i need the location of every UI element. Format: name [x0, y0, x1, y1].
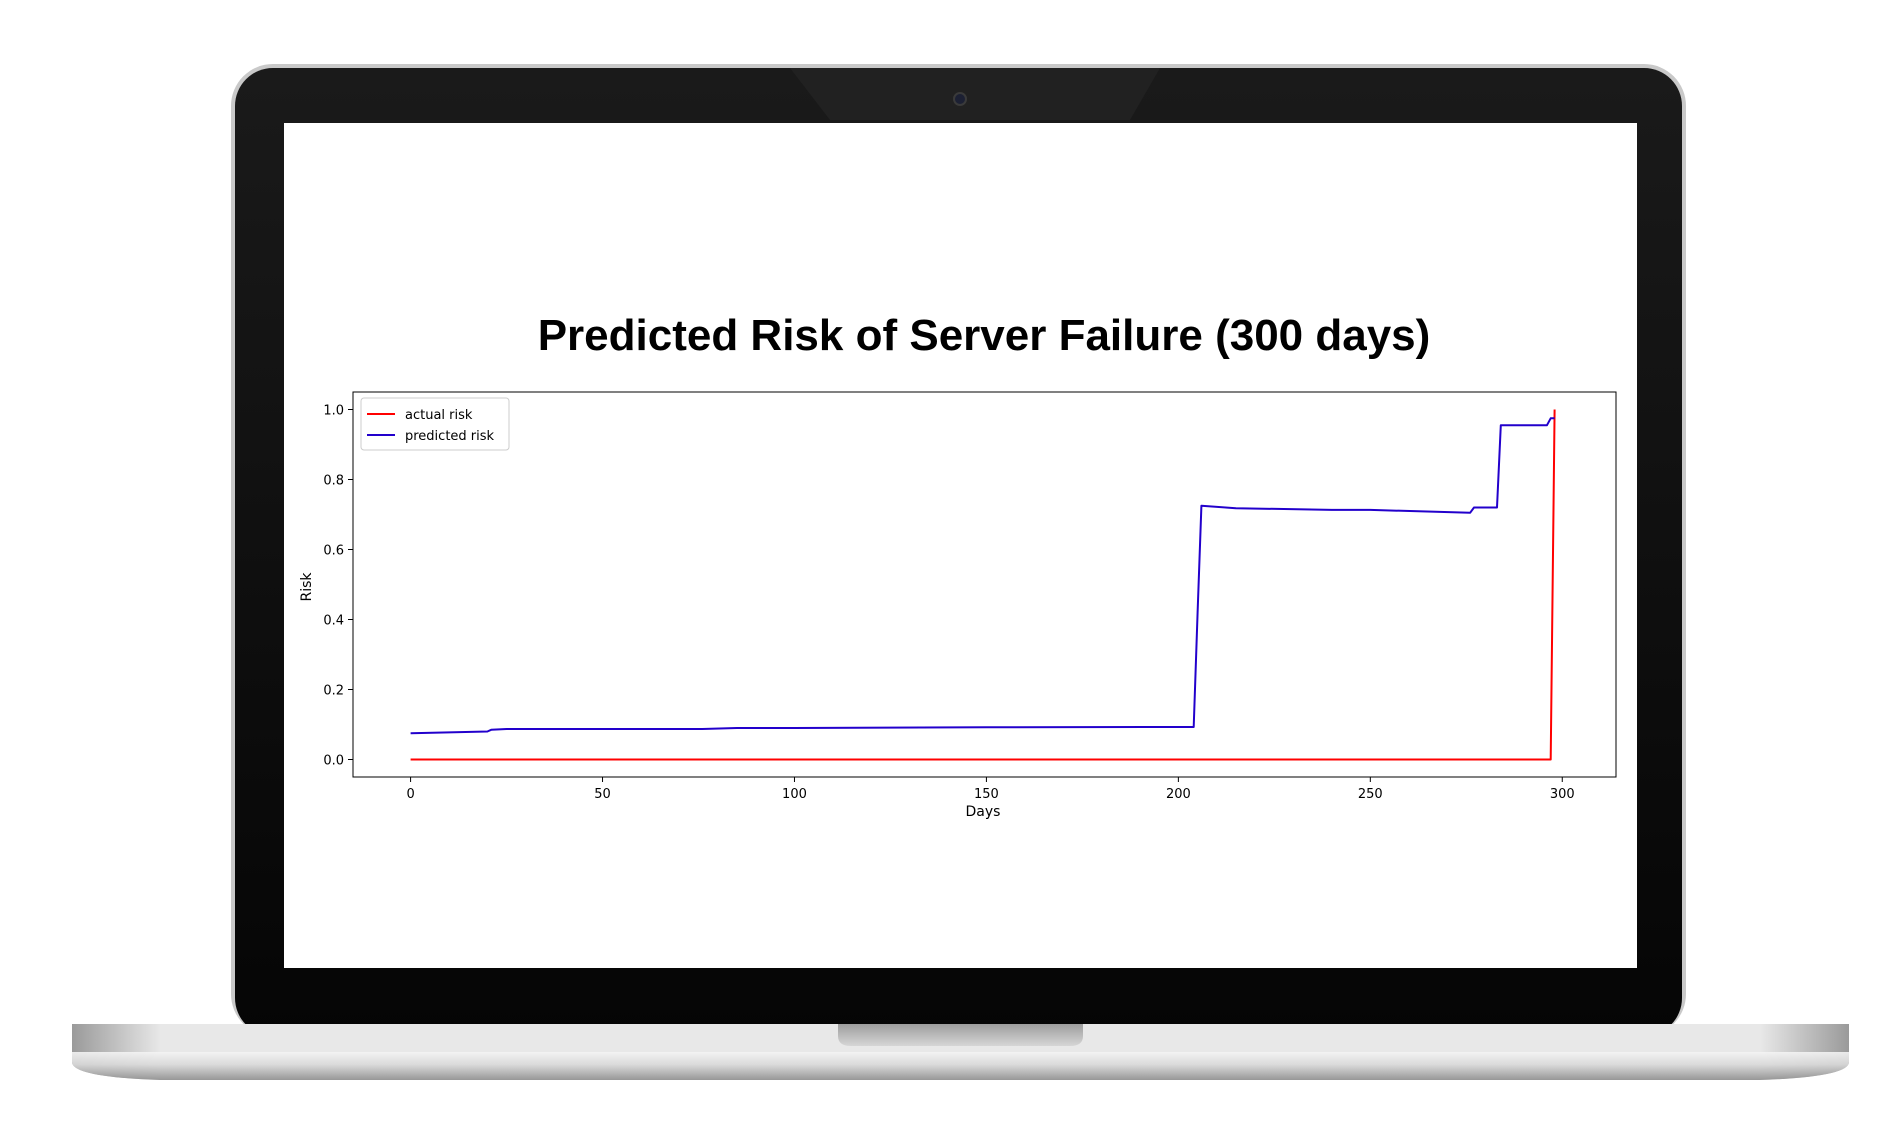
plot-frame	[352, 391, 1617, 778]
camera-icon	[953, 92, 967, 106]
y-axis-label: Risk	[299, 572, 315, 602]
trackpad-notch	[838, 1024, 1083, 1046]
legend-label: predicted risk	[405, 429, 495, 444]
x-tick-label: 0	[406, 787, 414, 802]
x-tick-label: 150	[974, 787, 999, 802]
x-tick-label: 200	[1166, 787, 1191, 802]
y-tick-label: 0.4	[323, 614, 344, 629]
y-tick-label: 0.6	[323, 544, 344, 559]
series-line-predicted-risk	[410, 417, 1555, 735]
x-tick-label: 50	[594, 787, 611, 802]
laptop-base-shade	[72, 1052, 1849, 1080]
x-axis-label: Days	[966, 804, 1001, 820]
chart-title: Predicted Risk of Server Failure (300 da…	[538, 311, 1431, 360]
x-tick-label: 250	[1358, 787, 1383, 802]
plot-area: 0 50 100 150 200 250 300 0.0 0.2 0.4 0.6 0.8 1.0	[323, 391, 1617, 802]
y-tick-label: 1.0	[323, 404, 344, 419]
legend-label: actual risk	[405, 408, 473, 423]
y-tick-label: 0.8	[323, 474, 344, 489]
series-line-actual-risk	[410, 409, 1556, 761]
legend: actual risk predicted risk	[360, 397, 510, 451]
screen	[284, 123, 1637, 968]
y-tick-label: 0.0	[323, 754, 344, 769]
legend-box	[360, 397, 510, 451]
bezel-glare	[790, 68, 1160, 120]
x-tick-label: 100	[782, 787, 807, 802]
x-tick-label: 300	[1550, 787, 1575, 802]
y-tick-label: 0.2	[323, 684, 344, 699]
